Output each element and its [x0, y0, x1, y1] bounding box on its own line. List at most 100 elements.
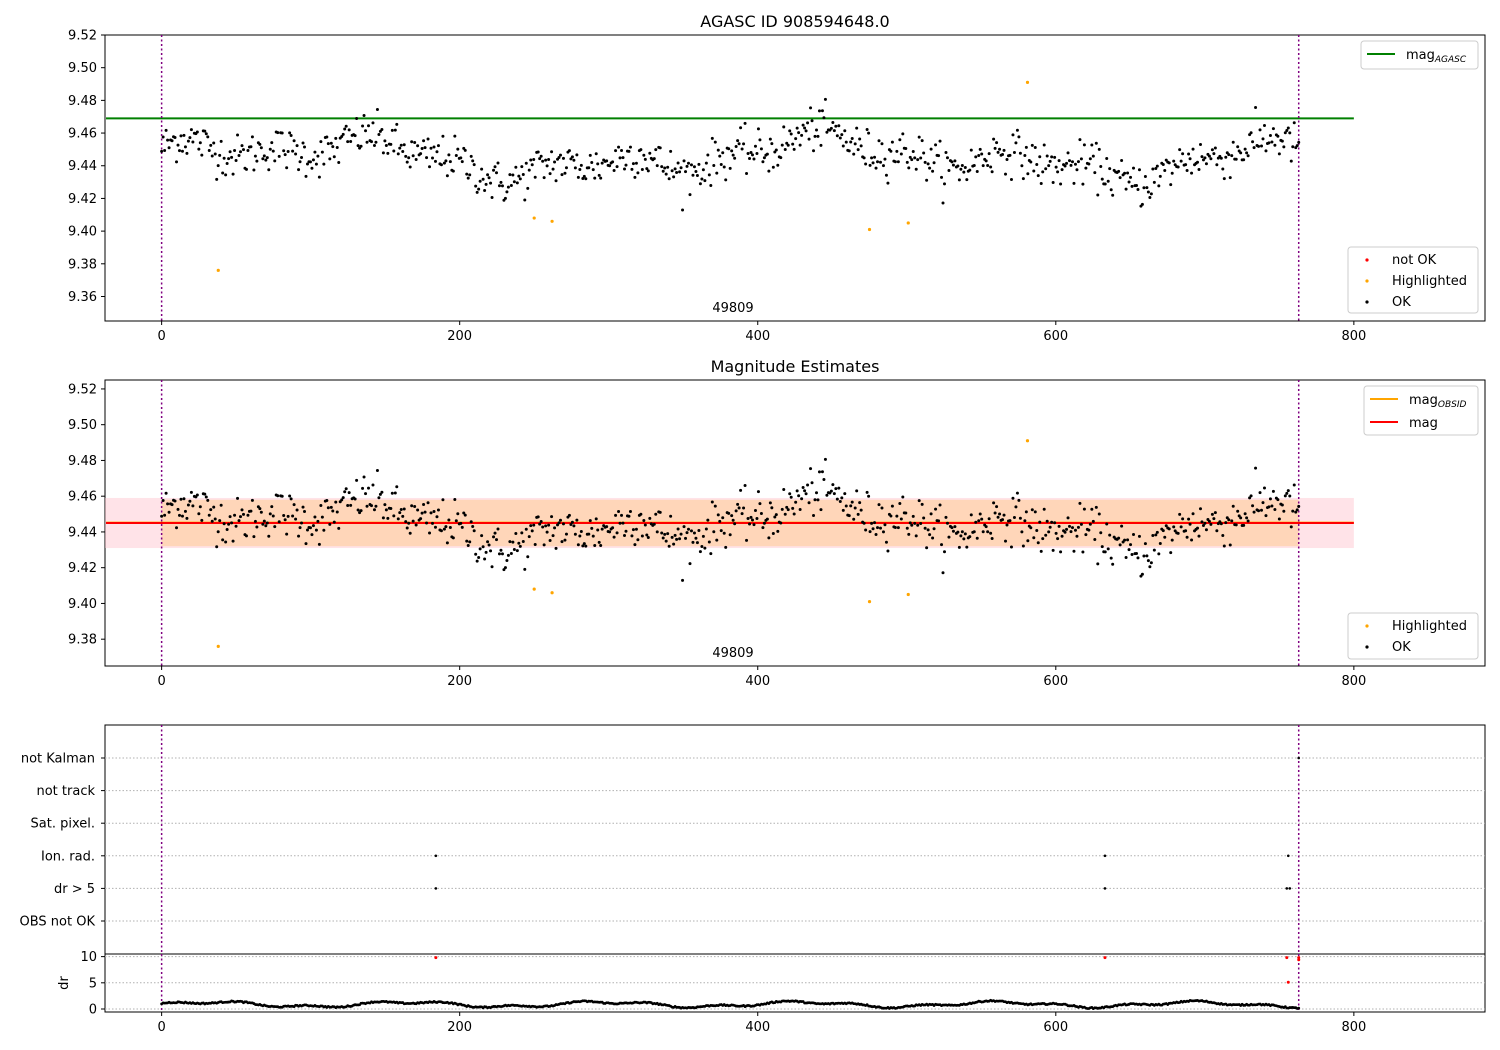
- ok-point: [639, 148, 643, 152]
- ok-point: [990, 170, 994, 174]
- ok-point: [864, 162, 868, 166]
- ok-point: [166, 502, 170, 506]
- ok-point: [1084, 166, 1088, 170]
- ok-point: [215, 545, 219, 549]
- ok-point: [1207, 519, 1211, 523]
- ok-point: [804, 492, 808, 496]
- ok-point: [895, 514, 899, 518]
- ok-point: [1227, 518, 1231, 522]
- ok-point: [320, 150, 324, 154]
- ok-point: [364, 129, 368, 133]
- ok-point: [878, 160, 882, 164]
- ok-point: [590, 526, 594, 530]
- ok-point: [1143, 174, 1147, 178]
- ok-point: [428, 531, 432, 535]
- ok-point: [160, 149, 164, 153]
- ok-point: [956, 530, 960, 534]
- y-tick-label: 9.44: [68, 525, 97, 540]
- flag-label: dr > 5: [54, 882, 95, 897]
- ok-point: [267, 168, 271, 172]
- ok-point: [1018, 516, 1022, 520]
- ok-point: [1069, 530, 1073, 534]
- ok-point: [884, 173, 888, 177]
- ok-point: [951, 163, 955, 167]
- ok-point: [364, 492, 368, 496]
- ok-point: [431, 156, 435, 160]
- ok-point: [542, 176, 546, 180]
- y-tick-label: 9.48: [68, 94, 97, 109]
- ok-point: [353, 497, 357, 501]
- ok-point: [1292, 121, 1296, 125]
- ok-point: [1212, 517, 1216, 521]
- ok-point: [1245, 151, 1249, 155]
- ok-point: [1176, 531, 1180, 535]
- ok-point: [182, 497, 186, 501]
- ok-point: [297, 168, 301, 172]
- ok-point: [599, 544, 603, 548]
- ok-point: [310, 166, 314, 170]
- ok-point: [180, 149, 184, 153]
- ok-point: [1289, 525, 1293, 529]
- ok-point: [1129, 175, 1133, 179]
- ok-point: [389, 142, 393, 146]
- ok-point: [249, 145, 253, 149]
- legend-ok-label: OK: [1392, 295, 1411, 310]
- ok-point: [203, 129, 207, 133]
- ok-point: [230, 521, 234, 525]
- ok-point: [823, 457, 827, 461]
- ok-point: [160, 514, 164, 518]
- ok-point: [844, 140, 848, 144]
- ok-point: [542, 543, 546, 547]
- ok-point: [414, 523, 418, 527]
- ok-point: [341, 132, 345, 136]
- ok-point: [986, 530, 990, 534]
- ok-point: [937, 519, 941, 523]
- ok-point: [1197, 168, 1201, 172]
- ok-point: [1146, 559, 1150, 563]
- ok-point: [486, 540, 490, 544]
- ok-point: [561, 522, 565, 526]
- ok-point: [1178, 148, 1182, 152]
- ok-point: [1271, 489, 1275, 493]
- highlighted-point: [216, 268, 220, 272]
- ok-point: [1096, 193, 1100, 197]
- ok-point: [1042, 143, 1046, 147]
- ok-point: [1117, 536, 1121, 540]
- ok-point: [673, 533, 677, 537]
- ok-point: [975, 536, 979, 540]
- ok-point: [963, 166, 967, 170]
- ok-point: [191, 140, 195, 144]
- y-tick-label: 9.42: [68, 192, 97, 207]
- ok-point: [1021, 177, 1025, 181]
- ok-point: [197, 147, 201, 151]
- ok-point: [271, 149, 275, 153]
- ok-point: [593, 544, 597, 548]
- ok-point: [753, 509, 757, 513]
- ok-point: [1151, 533, 1155, 537]
- ok-point: [198, 505, 202, 509]
- ok-point: [1004, 172, 1008, 176]
- panel2-legend-bottom: Highlighted OK: [1347, 612, 1479, 660]
- ok-point: [1076, 525, 1080, 529]
- ok-point: [550, 150, 554, 154]
- ok-point: [634, 161, 638, 165]
- ok-point: [179, 134, 183, 138]
- ok-point: [743, 121, 747, 125]
- ok-point: [776, 529, 780, 533]
- ok-point: [998, 147, 1002, 151]
- ok-point: [588, 519, 592, 523]
- ok-point: [225, 528, 229, 532]
- ok-point: [1246, 519, 1250, 523]
- ok-point: [733, 522, 737, 526]
- ok-point: [347, 128, 351, 132]
- ok-point: [441, 134, 445, 138]
- ok-point: [395, 485, 399, 489]
- ok-point: [447, 518, 451, 522]
- ok-point: [492, 168, 496, 172]
- ok-point: [286, 150, 290, 154]
- ok-point: [642, 153, 646, 157]
- ok-point: [1242, 158, 1246, 162]
- ok-point: [1170, 538, 1174, 542]
- ok-point: [320, 515, 324, 519]
- ok-point: [259, 146, 263, 150]
